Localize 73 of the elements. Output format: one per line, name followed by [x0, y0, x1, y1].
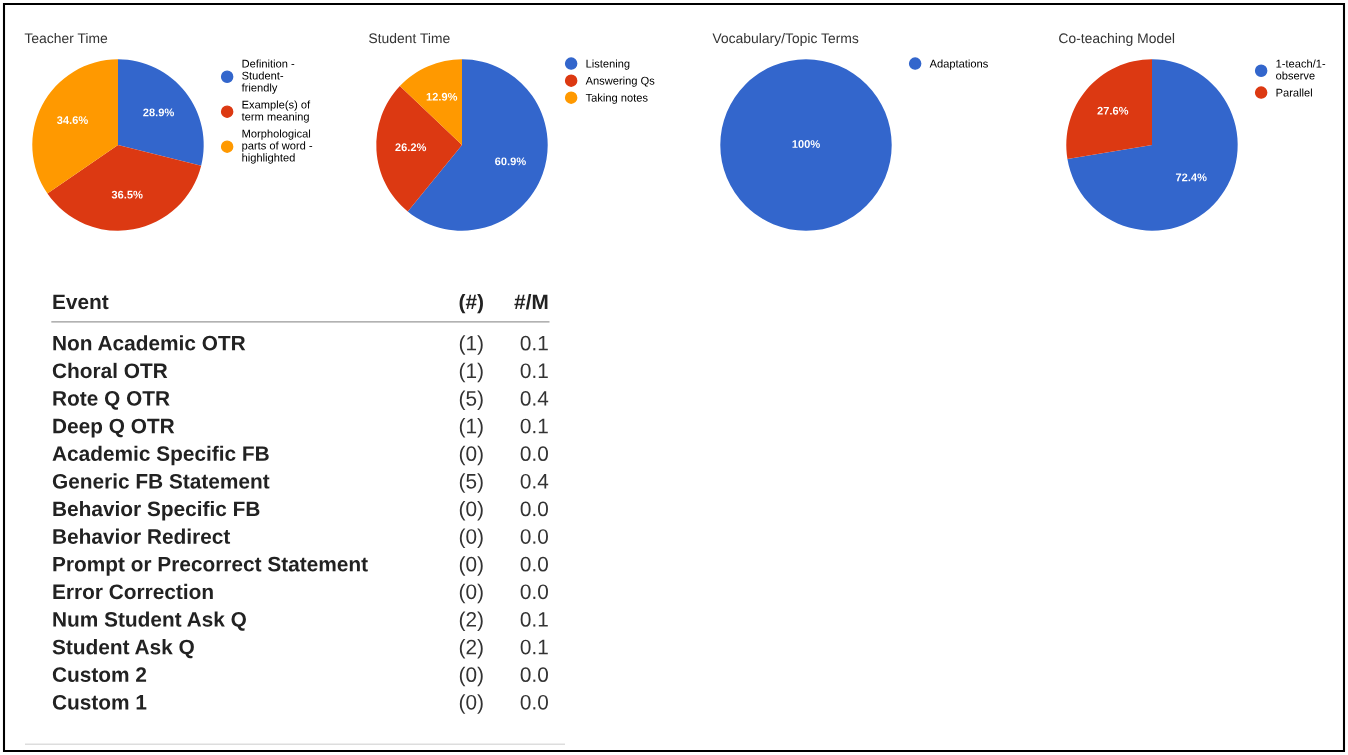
- category-label: Rote Q OTR: [53, 391, 170, 410]
- text: Event: [53, 294, 109, 310]
- data-label: (1): [459, 362, 483, 383]
- category-label: Academic Specific FB: [52, 445, 269, 466]
- data-label: 0.1: [520, 418, 548, 434]
- data-label: 12.9%: [426, 92, 458, 101]
- category-label: Num Student Ask Q: [53, 611, 246, 631]
- legend-label: Adaptations: [929, 59, 988, 70]
- pie-slice: [118, 59, 204, 166]
- data-label: (0): [459, 556, 483, 576]
- legend-label: 1-teach/1- observe: [1276, 59, 1326, 80]
- pie-slice: [376, 85, 462, 212]
- data-label: (1): [459, 335, 483, 355]
- chart-title: Teacher Time: [24, 33, 108, 44]
- data-label: 0.4: [520, 391, 549, 406]
- data-label: 0.0: [520, 584, 548, 600]
- text: #/M: [514, 293, 548, 310]
- data-label: 36.5%: [111, 190, 143, 199]
- data-label: (0): [459, 528, 483, 548]
- category-label: Generic FB Statement: [52, 473, 270, 489]
- chart-title: Co-teaching Model: [1059, 33, 1175, 46]
- legend-label: Answering Qs: [585, 76, 655, 87]
- category-label: Non Academic OTR: [53, 335, 246, 351]
- data-label: (0): [459, 500, 483, 521]
- data-label: (5): [459, 390, 483, 410]
- legend-label: Listening: [586, 59, 630, 70]
- data-label: 0.4: [520, 473, 549, 489]
- data-label: 100%: [792, 140, 820, 148]
- chart-title: Student Time: [369, 33, 450, 44]
- category-label: Student Ask Q: [52, 639, 194, 659]
- category-label: Custom 1: [52, 694, 147, 710]
- data-label: 0.1: [520, 639, 548, 655]
- legend-label: Parallel: [1276, 88, 1312, 97]
- legend-label: Definition - Student- friendly: [241, 59, 295, 94]
- text: (#): [459, 293, 483, 314]
- data-label: 72.4%: [1175, 173, 1207, 182]
- pie-slice: [47, 145, 202, 231]
- data-label: (2): [459, 611, 483, 631]
- data-label: 0.0: [520, 529, 548, 544]
- chart-title: Vocabulary/Topic Terms: [712, 33, 859, 46]
- pie-slice: [1067, 59, 1238, 231]
- data-label: (0): [459, 445, 483, 466]
- data-label: 0.0: [520, 446, 548, 462]
- data-label: (0): [459, 694, 483, 714]
- data-label: 26.2%: [395, 143, 427, 152]
- data-label: 34.6%: [56, 116, 88, 125]
- category-label: Behavior Specific FB: [53, 500, 260, 521]
- data-label: (0): [459, 666, 483, 687]
- pie-slice: [399, 59, 462, 145]
- data-label: (0): [459, 583, 483, 604]
- data-label: 0.0: [520, 501, 548, 517]
- data-label: 0.0: [520, 667, 548, 683]
- pie-slice: [1066, 59, 1152, 159]
- category-label: Prompt or Precorrect Statement: [53, 556, 368, 576]
- data-label: 60.9%: [495, 157, 526, 166]
- data-label: 0.0: [520, 694, 548, 710]
- legend-label: Taking notes: [585, 93, 648, 104]
- category-label: Choral OTR: [52, 362, 168, 379]
- data-label: (2): [459, 639, 483, 659]
- data-label: 0.1: [520, 612, 548, 627]
- category-label: Deep Q OTR: [53, 418, 175, 438]
- legend-label: Example(s) of term meaning: [241, 100, 311, 123]
- data-label: 27.6%: [1097, 106, 1129, 115]
- data-label: (5): [459, 473, 483, 493]
- category-label: Custom 2: [52, 667, 147, 683]
- data-label: (1): [459, 418, 483, 438]
- category-label: Error Correction: [53, 583, 213, 600]
- data-label: 0.1: [520, 335, 548, 351]
- legend-label: Morphological parts of word - highlighted: [242, 129, 313, 164]
- data-label: 0.1: [520, 363, 548, 379]
- data-label: 28.9%: [143, 108, 174, 117]
- data-label: 0.0: [520, 556, 548, 572]
- category-label: Behavior Redirect: [53, 528, 231, 544]
